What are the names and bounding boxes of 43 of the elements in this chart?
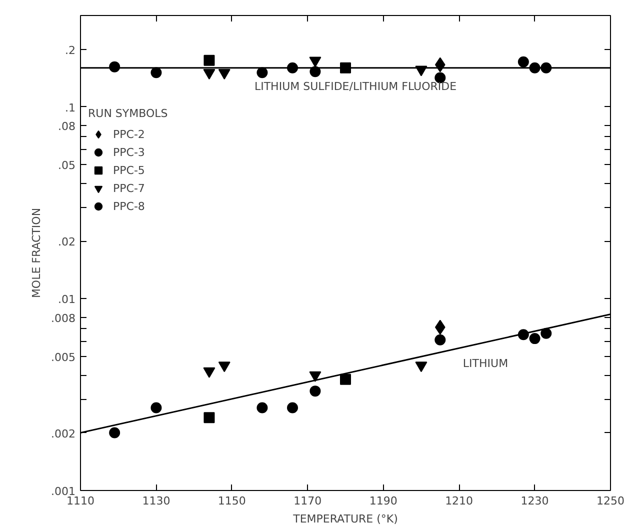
y-tick-label: .1 xyxy=(65,101,76,114)
point xyxy=(540,328,552,339)
legend-label: PPC-2 xyxy=(113,128,145,140)
point xyxy=(256,402,268,414)
point xyxy=(150,402,162,414)
point xyxy=(203,367,216,378)
annotation: LITHIUM SULFIDE/LITHIUM FLUORIDE xyxy=(254,80,457,93)
x-tick-label: 1250 xyxy=(596,494,625,508)
point xyxy=(150,67,162,78)
annotation: LITHIUM xyxy=(462,357,508,370)
y-tick-label: .02 xyxy=(58,236,76,249)
point xyxy=(287,402,298,414)
y-tick-label: .05 xyxy=(58,159,76,172)
point xyxy=(340,374,351,385)
y-tick-label: .2 xyxy=(65,44,76,57)
x-tick-label: 1170 xyxy=(294,494,322,508)
x-axis-title: TEMPERATURE (°K) xyxy=(292,512,398,526)
point xyxy=(310,386,321,397)
point xyxy=(109,427,120,438)
point xyxy=(434,320,446,335)
x-tick-label: 1190 xyxy=(369,494,398,508)
x-tick-label: 1230 xyxy=(520,494,549,508)
legend-label: PPC-7 xyxy=(113,182,145,194)
x-tick-label: 1130 xyxy=(142,494,170,508)
point xyxy=(309,371,322,382)
point xyxy=(434,334,446,346)
x-tick-label: 1210 xyxy=(445,494,474,508)
x-tick-label: 1150 xyxy=(218,494,246,508)
point xyxy=(529,333,540,344)
legend-label: PPC-8 xyxy=(113,200,145,212)
legend-label: PPC-3 xyxy=(113,146,145,158)
y-axis-title: MOLE FRACTION xyxy=(30,208,44,298)
point xyxy=(256,67,268,78)
point xyxy=(204,54,215,66)
legend-title: RUN SYMBOLS xyxy=(88,107,168,120)
legend-label: PPC-5 xyxy=(113,164,145,176)
point xyxy=(204,412,215,424)
y-tick-label: .008 xyxy=(51,312,76,325)
y-tick-label: .005 xyxy=(51,350,76,364)
y-tick-label: .08 xyxy=(58,120,76,134)
point xyxy=(518,56,529,68)
y-tick-label: .002 xyxy=(51,427,76,440)
y-tick-label: .01 xyxy=(58,293,76,306)
